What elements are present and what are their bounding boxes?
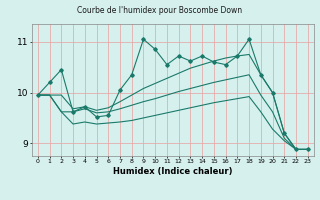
- Text: Courbe de l'humidex pour Boscombe Down: Courbe de l'humidex pour Boscombe Down: [77, 6, 243, 15]
- X-axis label: Humidex (Indice chaleur): Humidex (Indice chaleur): [113, 167, 233, 176]
